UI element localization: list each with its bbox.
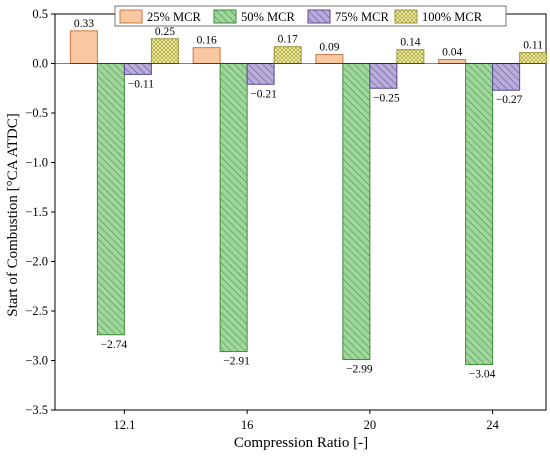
data-label: 0.11 [523, 40, 543, 52]
bar [342, 63, 371, 361]
plot-area: 0.5 0.0 −0.5 −1.0 −1.5 −2.0 −2.5 −3.0 −3.5 12.1 0.… [25, 5, 548, 432]
x-tick-label: 12.1 [113, 418, 135, 432]
bar [246, 63, 275, 85]
data-label: −2.99 [346, 364, 373, 376]
bar [150, 38, 179, 64]
bar [396, 49, 425, 64]
bar [219, 63, 248, 353]
data-label: −3.04 [469, 368, 496, 380]
data-label: 0.25 [155, 26, 175, 38]
data-label: 0.16 [197, 35, 217, 47]
data-label: 0.33 [74, 18, 94, 30]
bar [273, 46, 302, 64]
y-tick-label: −1.5 [25, 205, 48, 219]
legend-swatch [119, 9, 143, 24]
bar [192, 47, 221, 64]
data-label: −0.11 [128, 78, 154, 90]
data-label: 0.14 [400, 37, 420, 49]
y-tick-label: −2.5 [25, 304, 48, 318]
y-tick-label: −3.0 [25, 354, 48, 368]
x-tick-label: 24 [486, 418, 499, 432]
data-label: 0.09 [319, 42, 339, 54]
legend-swatch [213, 9, 237, 24]
data-label: −2.91 [223, 356, 250, 368]
data-label: −2.74 [101, 339, 128, 351]
bar [69, 30, 98, 64]
legend-label: 75% MCR [335, 10, 389, 24]
x-axis-title: Compression Ratio [-] [234, 435, 368, 451]
data-label: 0.17 [278, 34, 298, 46]
y-tick-label: 0.0 [32, 57, 48, 71]
y-tick-label: −0.5 [25, 106, 48, 120]
data-label: −0.27 [496, 94, 523, 106]
x-tick-label: 20 [364, 418, 377, 432]
data-label: −0.25 [373, 92, 400, 104]
bar [96, 63, 125, 336]
bar [519, 52, 548, 65]
legend-swatch [307, 9, 331, 24]
y-tick-label: −3.5 [25, 403, 48, 417]
legend-label: 25% MCR [147, 10, 201, 24]
y-tick-label: 0.5 [32, 7, 48, 21]
data-label: 0.04 [442, 47, 462, 59]
bar [492, 63, 521, 91]
data-label: −0.21 [250, 88, 277, 100]
bar [369, 63, 398, 89]
bar [123, 63, 152, 75]
bar [315, 54, 344, 64]
y-axis-title: Start of Combustion [°CA ATDC] [5, 113, 21, 317]
legend-swatch [394, 9, 418, 24]
y-tick-label: −2.0 [25, 255, 48, 269]
bar [438, 59, 467, 65]
y-tick-label: −1.0 [25, 156, 48, 170]
legend-label: 100% MCR [422, 10, 483, 24]
legend-label: 50% MCR [241, 10, 295, 24]
bar [465, 63, 494, 365]
x-tick-label: 16 [241, 418, 254, 432]
